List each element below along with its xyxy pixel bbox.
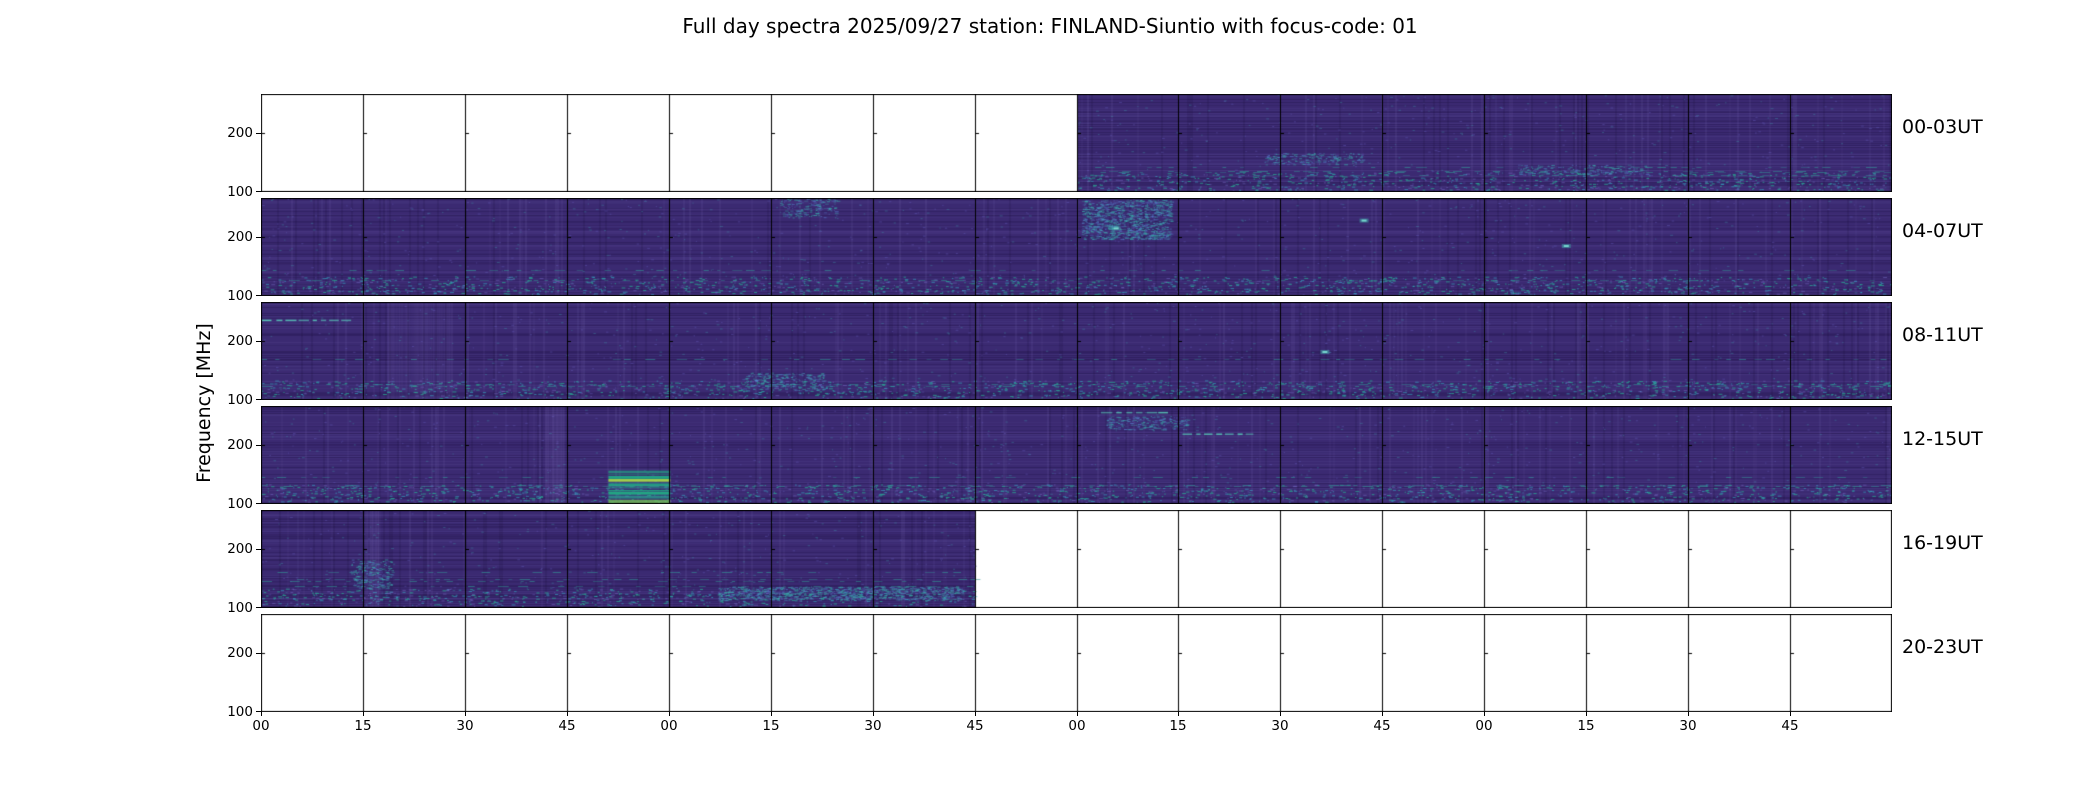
x-axis-tick bbox=[1382, 712, 1383, 716]
spectrogram-panel bbox=[261, 198, 1892, 296]
x-axis-tick bbox=[567, 712, 568, 716]
x-tick-label: 15 bbox=[1169, 718, 1187, 734]
x-tick-label: 15 bbox=[354, 718, 372, 734]
y-axis-tick bbox=[256, 399, 261, 400]
spectrogram-panel bbox=[261, 510, 1892, 608]
x-tick-label: 30 bbox=[1679, 718, 1697, 734]
x-tick-label: 30 bbox=[456, 718, 474, 734]
x-tick-label: 15 bbox=[762, 718, 780, 734]
row-time-label: 20-23UT bbox=[1902, 636, 1983, 658]
x-axis-tick bbox=[1280, 712, 1281, 716]
x-tick-label: 45 bbox=[1781, 718, 1799, 734]
x-tick-label: 00 bbox=[1475, 718, 1493, 734]
y-axis-tick bbox=[256, 341, 261, 342]
x-tick-label: 15 bbox=[1577, 718, 1595, 734]
y-tick-label-200: 200 bbox=[227, 125, 253, 141]
row-time-label: 12-15UT bbox=[1902, 428, 1983, 450]
x-tick-label: 00 bbox=[660, 718, 678, 734]
x-axis-tick bbox=[261, 712, 262, 716]
spectrogram-panel bbox=[261, 302, 1892, 400]
y-tick-label-200: 200 bbox=[227, 645, 253, 661]
x-tick-label: 45 bbox=[966, 718, 984, 734]
y-axis-tick bbox=[256, 549, 261, 550]
spectrogram-panel bbox=[261, 614, 1892, 712]
x-axis-tick bbox=[669, 712, 670, 716]
y-axis-tick bbox=[256, 445, 261, 446]
y-axis-tick bbox=[256, 711, 261, 712]
x-tick-label: 00 bbox=[252, 718, 270, 734]
row-time-label: 16-19UT bbox=[1902, 532, 1983, 554]
x-tick-label: 45 bbox=[1373, 718, 1391, 734]
x-axis-tick bbox=[1178, 712, 1179, 716]
x-axis-tick bbox=[873, 712, 874, 716]
y-tick-label-100: 100 bbox=[227, 288, 253, 304]
y-tick-label-100: 100 bbox=[227, 704, 253, 720]
y-axis-tick bbox=[256, 607, 261, 608]
y-axis-tick bbox=[256, 133, 261, 134]
y-tick-label-100: 100 bbox=[227, 600, 253, 616]
y-axis-tick bbox=[256, 237, 261, 238]
row-time-label: 08-11UT bbox=[1902, 324, 1983, 346]
y-tick-label-100: 100 bbox=[227, 496, 253, 512]
x-axis-tick bbox=[465, 712, 466, 716]
spectrogram-panel bbox=[261, 406, 1892, 504]
x-axis-tick bbox=[1790, 712, 1791, 716]
x-tick-label: 30 bbox=[864, 718, 882, 734]
y-axis-tick bbox=[256, 295, 261, 296]
y-axis-tick bbox=[256, 653, 261, 654]
y-tick-label-100: 100 bbox=[227, 392, 253, 408]
x-tick-label: 30 bbox=[1271, 718, 1289, 734]
x-axis-tick bbox=[771, 712, 772, 716]
y-tick-label-200: 200 bbox=[227, 333, 253, 349]
y-tick-label-200: 200 bbox=[227, 229, 253, 245]
x-tick-label: 45 bbox=[558, 718, 576, 734]
x-axis-tick bbox=[1484, 712, 1485, 716]
x-tick-label: 00 bbox=[1068, 718, 1086, 734]
row-time-label: 04-07UT bbox=[1902, 220, 1983, 242]
spectrogram-panel bbox=[261, 94, 1892, 192]
y-axis-tick bbox=[256, 191, 261, 192]
x-axis-tick bbox=[363, 712, 364, 716]
y-tick-label-200: 200 bbox=[227, 437, 253, 453]
chart-title: Full day spectra 2025/09/27 station: FIN… bbox=[682, 14, 1418, 38]
y-axis-tick bbox=[256, 503, 261, 504]
y-tick-label-100: 100 bbox=[227, 184, 253, 200]
row-time-label: 00-03UT bbox=[1902, 116, 1983, 138]
y-tick-label-200: 200 bbox=[227, 541, 253, 557]
x-axis-tick bbox=[975, 712, 976, 716]
x-axis-tick bbox=[1077, 712, 1078, 716]
x-axis-tick bbox=[1586, 712, 1587, 716]
x-axis-tick bbox=[1688, 712, 1689, 716]
